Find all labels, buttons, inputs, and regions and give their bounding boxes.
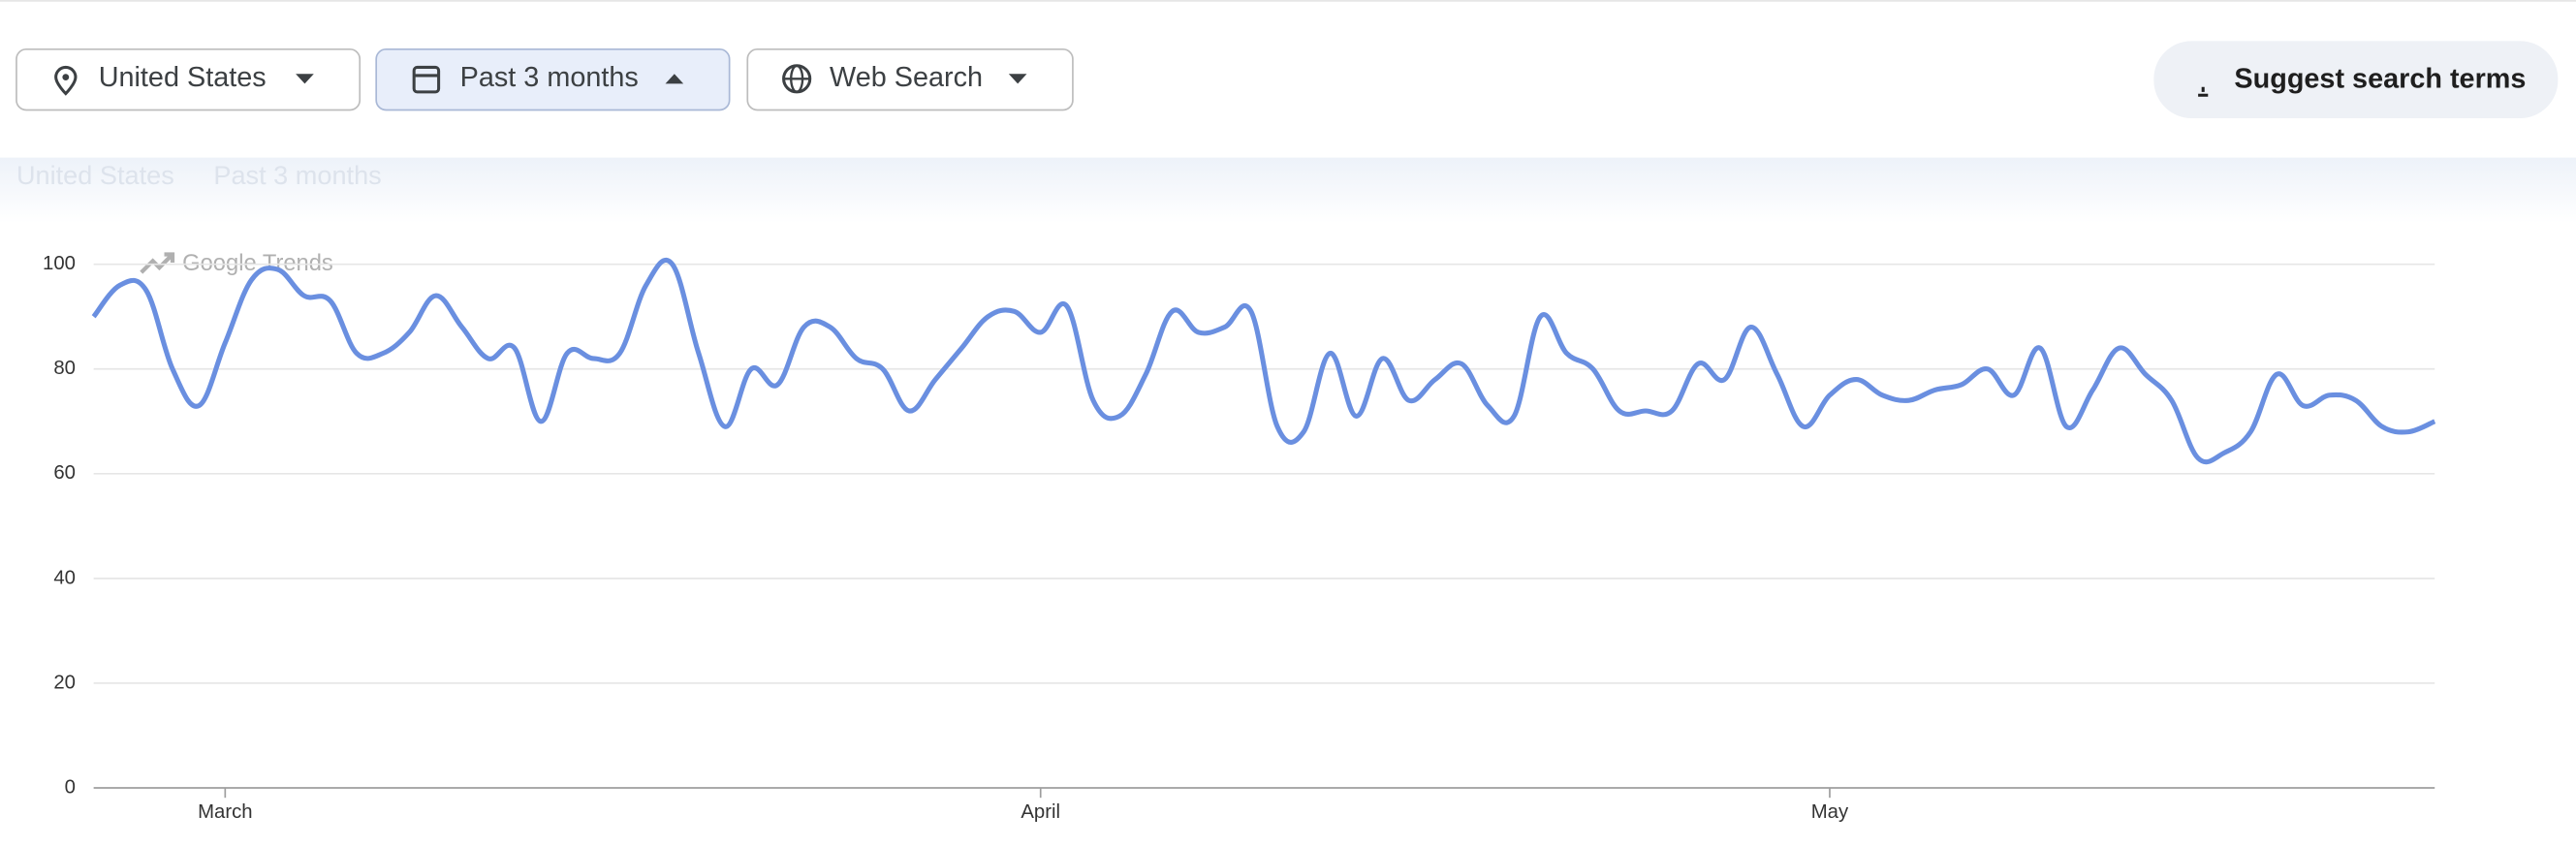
subheader-text: United States [16, 160, 174, 190]
x-tick-label: May [1811, 801, 1849, 823]
y-tick-label: 80 [53, 358, 76, 379]
button-label: Web Search [830, 62, 983, 93]
trend-line [91, 257, 2436, 465]
x-tick-label: March [198, 801, 253, 823]
button[interactable] [2153, 41, 2559, 118]
button-label: Past 3 months [460, 62, 639, 93]
time-filter[interactable]: Past 3 months [375, 47, 731, 111]
caret [296, 74, 314, 84]
y-tick-label: 40 [53, 567, 76, 588]
pin-dot [62, 74, 70, 80]
calendar-icon [412, 65, 441, 94]
caret [1008, 74, 1027, 84]
subheader-band [0, 157, 2576, 224]
y-tick-label: 60 [53, 462, 76, 484]
x-tick-label: April [1021, 801, 1060, 823]
suggest-button[interactable]: Suggest search terms [2153, 41, 2559, 118]
caret [665, 74, 684, 84]
y-tick-label: 20 [53, 672, 76, 693]
subheader-text: Past 3 months [213, 160, 381, 190]
button[interactable] [375, 47, 731, 111]
y-tick-label: 0 [65, 776, 76, 798]
button-label: United States [99, 62, 267, 93]
pin-icon [54, 65, 78, 96]
location-filter[interactable]: United States [16, 47, 361, 111]
button[interactable] [746, 47, 1074, 111]
y-tick-label: 100 [43, 253, 76, 274]
property-filter[interactable]: Web Search [746, 47, 1074, 111]
button-label: Suggest search terms [2234, 64, 2526, 95]
button[interactable] [16, 47, 361, 111]
